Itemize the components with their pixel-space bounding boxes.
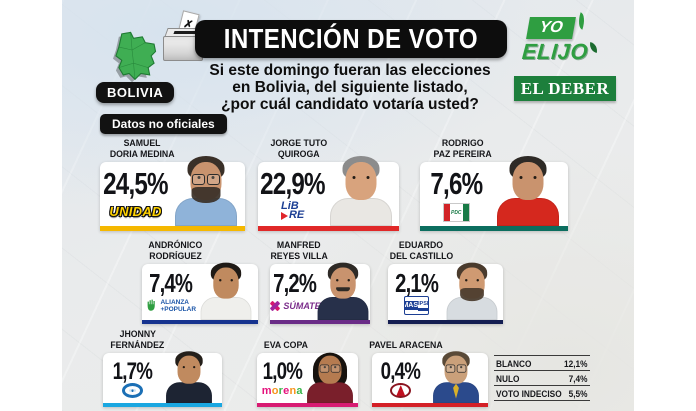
circular-party-logo-icon	[121, 383, 143, 398]
result-card: 2,1% MASIPSP	[388, 262, 503, 324]
el-deber-logo: EL DEBER	[514, 76, 616, 101]
candidate-photo	[489, 146, 567, 226]
candidate-card-pavel-aracena: PAVEL ARACENA 0,4%	[368, 330, 488, 407]
paper-card-background: ✗ BOLIVIA INTENCIÓN DE VOTO Si este domi…	[62, 0, 634, 411]
candidate-card-jorge-tuto-quiroga: JORGE TUTO QUIROGA 22,9% LiB RE	[258, 138, 399, 231]
disclaimer-badge: Datos no oficiales	[100, 114, 227, 134]
candidate-photo	[441, 250, 502, 320]
vote-percentage: 0,4%	[380, 358, 421, 385]
table-row: NULO 7,4%	[494, 371, 590, 386]
candidate-name: RODRIGO PAZ PEREIRA	[433, 138, 492, 160]
result-card: 1,7%	[103, 351, 222, 407]
red-arrow-icon	[280, 211, 288, 220]
candidate-card-rodrigo-paz-pereira: RODRIGO PAZ PEREIRA 7,6% PDC	[420, 138, 568, 231]
yo-logo-box: YO	[526, 17, 576, 39]
circular-party-logo-icon	[390, 383, 412, 398]
candidate-name: MANFRED REYES VILLA	[270, 240, 328, 262]
vote-percentage: 1,7%	[112, 358, 153, 385]
mas-ipsp-party-logo: MASIPSP	[404, 296, 430, 315]
result-card: 7,4% ALIANZA +POPULAR	[142, 262, 258, 324]
candidate-name: JORGE TUTO QUIROGA	[270, 138, 328, 160]
bolivia-map-icon	[113, 31, 157, 83]
vote-percentage: 7,6%	[430, 166, 483, 201]
result-card: 7,2% SÚMATE	[269, 262, 370, 324]
vote-percentage: 7,4%	[149, 268, 193, 298]
candidate-card-jhonny-fernandez: JHONNY FERNÁNDEZ 1,7%	[103, 329, 222, 407]
leaf-icon	[588, 41, 600, 53]
candidate-name: EVA COPA	[264, 339, 309, 351]
elijo-logo-text: ELIJO	[521, 39, 600, 65]
candidate-name: PAVEL ARACENA	[368, 339, 443, 351]
green-hand-icon	[148, 299, 156, 311]
candidate-photo	[196, 250, 257, 320]
table-row: VOTO INDECISO 5,5%	[494, 386, 590, 401]
result-card: 0,4%	[372, 351, 488, 407]
pdc-party-logo: PDC	[443, 204, 469, 221]
candidate-photo	[323, 146, 398, 226]
candidate-card-samuel-doria-medina: SAMUEL DORIA MEDINA 24,5% UNIDAD	[100, 138, 245, 231]
candidate-name: ANDRÓNICO RODRÍGUEZ	[148, 240, 203, 262]
candidate-photo	[426, 341, 487, 403]
candidate-name: EDUARDO DEL CASTILLO	[389, 240, 454, 262]
country-label: BOLIVIA	[96, 82, 175, 103]
vote-percentage: 7,2%	[273, 268, 317, 298]
result-card: 7,6% PDC	[420, 156, 568, 231]
candidate-photo	[316, 250, 369, 320]
vote-percentage: 1,0%	[262, 358, 303, 385]
candidate-name: JHONNY FERNÁNDEZ	[110, 329, 165, 351]
candidate-photo	[167, 146, 244, 226]
libre-party-logo: LiB RE	[280, 199, 305, 221]
poll-question: Si este domingo fueran las elecciones en…	[209, 62, 491, 113]
vote-percentage: 2,1%	[394, 268, 439, 298]
bolivia-map-group: ✗ BOLIVIA	[92, 10, 222, 110]
leaf-icon	[575, 12, 588, 30]
alianza-popular-party-logo: ALIANZA +POPULAR	[145, 296, 196, 315]
result-card: 24,5% UNIDAD	[100, 156, 245, 231]
vote-percentage: 24,5%	[103, 166, 168, 201]
other-votes-table: BLANCO 12,1% NULO 7,4% VOTO INDECISO 5,5%	[494, 355, 590, 401]
table-row: BLANCO 12,1%	[494, 355, 590, 371]
candidate-photo	[158, 341, 221, 403]
candidate-name: SAMUEL DORIA MEDINA	[109, 138, 175, 160]
vote-percentage: 22,9%	[260, 166, 325, 201]
page-title: INTENCIÓN DE VOTO	[195, 20, 507, 58]
unidad-party-logo: UNIDAD	[109, 203, 162, 219]
sumate-party-logo: SÚMATE	[269, 296, 320, 315]
candidate-card-manfred-reyes-villa: MANFRED REYES VILLA 7,2% SÚMATE	[269, 240, 370, 324]
candidate-card-andronico-rodriguez: ANDRÓNICO RODRÍGUEZ 7,4% ALIANZA +POPULAR	[142, 240, 258, 324]
yo-elijo-logo: YO ELIJO	[520, 12, 620, 75]
candidate-photo	[303, 341, 357, 403]
result-card: 22,9% LiB RE	[258, 156, 399, 231]
star-icon	[269, 300, 280, 311]
